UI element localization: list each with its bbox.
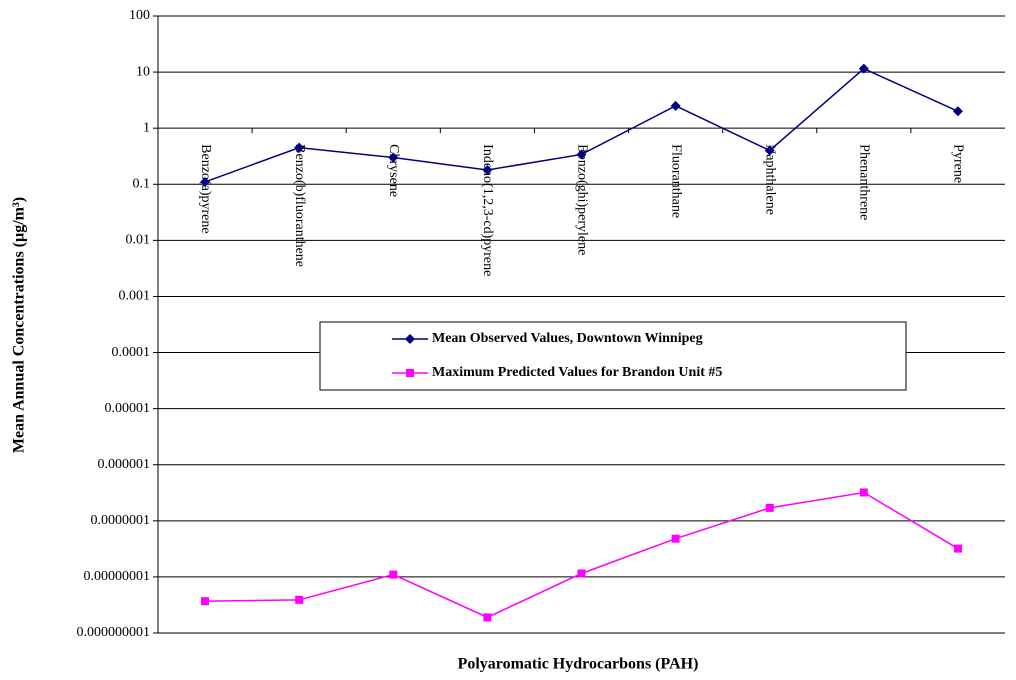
x-tick-label: Indeno(1,2,3-cd)pyrene: [480, 144, 495, 276]
x-tick-label: Pyrene: [951, 144, 966, 183]
x-tick-label: Phenanthrene: [857, 144, 872, 220]
y-tick-label: 1: [143, 120, 150, 135]
point: [859, 488, 868, 497]
point: [953, 544, 962, 553]
series-line: [205, 491, 959, 619]
point: [576, 149, 587, 160]
point: [295, 595, 304, 604]
point: [858, 63, 869, 74]
point: [388, 152, 399, 163]
point: [389, 570, 398, 579]
point: [200, 176, 211, 187]
x-tick-label: Naphthalene: [763, 144, 778, 215]
y-tick-label: 0.000000001: [77, 625, 151, 640]
point: [482, 164, 493, 175]
y-tick-label: 0.1: [133, 176, 151, 191]
x-axis-title: Polyaromatic Hydrocarbons (PAH): [458, 656, 699, 673]
y-tick-label: 0.00001: [105, 401, 151, 416]
y-tick-label: 0.001: [119, 289, 151, 304]
legend-marker: [406, 369, 414, 377]
point: [671, 534, 680, 543]
point: [577, 569, 586, 578]
point: [201, 597, 210, 606]
point: [670, 100, 681, 111]
point: [294, 142, 305, 153]
y-tick-label: 0.0000001: [91, 513, 151, 528]
x-tick-label: Benzo(a)pyrene: [198, 144, 213, 233]
legend-label: Maximum Predicted Values for Brandon Uni…: [432, 365, 722, 380]
y-tick-label: 100: [129, 8, 150, 23]
y-tick-label: 0.0001: [112, 345, 151, 360]
x-tick-label: Benzo(ghi)perylene: [574, 144, 589, 255]
y-tick-label: 10: [136, 64, 150, 79]
legend: [319, 321, 907, 391]
point: [764, 145, 775, 156]
legend-marker: [405, 334, 415, 344]
legend-label: Mean Observed Values, Downtown Winnipeg: [432, 331, 703, 346]
point: [483, 613, 492, 622]
x-tick-label: Benzo(b)fluoranthene: [292, 144, 307, 267]
y-tick-label: 0.00000001: [84, 569, 151, 584]
y-tick-label: 0.01: [126, 233, 151, 248]
y-axis-title: Mean Annual Concentrations (µg/m³): [11, 197, 28, 453]
y-tick-label: 0.000001: [98, 457, 151, 472]
point: [765, 503, 774, 512]
x-tick-label: Chrysene: [386, 144, 401, 197]
x-tick-label: Fluoranthane: [668, 144, 683, 218]
point: [952, 106, 963, 117]
